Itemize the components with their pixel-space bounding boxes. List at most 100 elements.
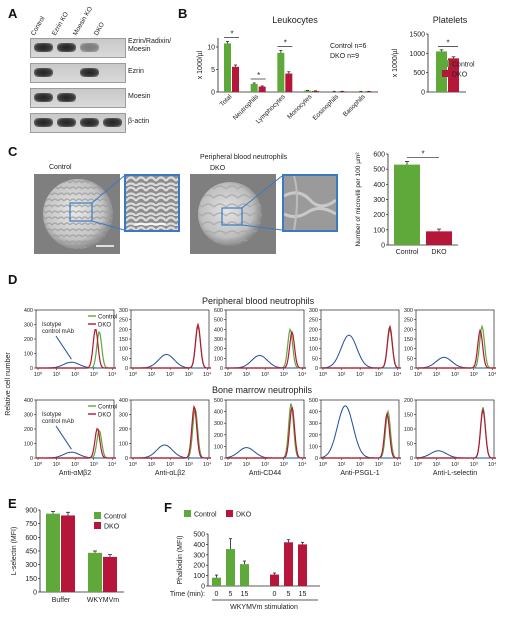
legend-label: DKO <box>236 512 252 519</box>
x-tick-label: 10² <box>356 462 364 468</box>
platelet-bar-dko <box>448 58 459 92</box>
y-tick-label: 300 <box>24 323 33 329</box>
y-tick-label: 50 <box>122 356 128 362</box>
bar-control <box>224 43 231 92</box>
histogram-dko <box>226 406 306 459</box>
y-tick-label: 150 <box>404 337 413 343</box>
x-tick-label: 10⁴ <box>393 461 402 468</box>
y-tick-label: 200 <box>119 427 128 433</box>
time-tick-label: 5 <box>229 591 233 598</box>
y-tick-label: 300 <box>214 421 223 427</box>
dko-zoom-image <box>282 174 338 232</box>
x-axis-label: Anti-αLβ2 <box>155 470 185 477</box>
y-tick-label: 400 <box>214 327 223 333</box>
y-tick-label: 10 <box>207 45 215 52</box>
blot-band <box>34 68 53 77</box>
histogram-dko <box>36 427 116 459</box>
y-tick-label: 200 <box>309 433 318 439</box>
blot-band <box>103 118 122 127</box>
blot-band <box>57 93 76 102</box>
x-axis-label: Anti-L-selectin <box>433 470 477 477</box>
x-tick-label: 10² <box>356 372 364 378</box>
category-label: WKYMVm <box>87 597 119 604</box>
y-tick-label: 150 <box>119 337 128 343</box>
y-tick-label: 50 <box>407 442 413 448</box>
x-tick-label: 10¹ <box>148 462 156 468</box>
x-tick-label: 10² <box>261 462 269 468</box>
blot-row <box>30 63 126 83</box>
x-tick-label: 10² <box>451 462 459 468</box>
y-tick-label: 0 <box>410 366 413 372</box>
x-tick-label: 10⁴ <box>298 461 307 468</box>
y-tick-label: 500 <box>309 398 318 404</box>
x-tick-label: 10⁴ <box>108 461 117 468</box>
blot-band <box>34 43 53 52</box>
x-tick-label: 10⁰ <box>414 461 423 468</box>
blot-row <box>30 113 126 133</box>
histogram-isotype <box>321 405 401 459</box>
histogram-dko <box>131 322 211 369</box>
control-zoom-image <box>124 174 180 232</box>
legend-label: DKO <box>104 524 120 531</box>
blot-row-label: Ezrin <box>128 68 144 75</box>
x-tick-label: 10⁴ <box>203 371 212 378</box>
y-tick-label: 400 <box>193 542 205 549</box>
y-tick-label: 400 <box>373 182 385 189</box>
row2-title: Bone marrow neutrophils <box>212 385 313 395</box>
histogram-control <box>36 429 116 459</box>
x-tick-label: 10⁴ <box>203 461 212 468</box>
time-tick-label: 0 <box>273 591 277 598</box>
bar-control <box>304 90 311 92</box>
bar-control <box>277 52 285 92</box>
histogram-dko <box>416 328 496 369</box>
blot-band <box>34 118 53 127</box>
x-tick-label: 10¹ <box>433 372 441 378</box>
control-sem-label: Control <box>49 164 72 171</box>
microvilli-bar <box>394 164 420 245</box>
y-tick-label: 1000 <box>409 51 425 58</box>
y-tick-label: 600 <box>25 535 37 542</box>
y-tick-label: 200 <box>309 327 318 333</box>
y-tick-label: 300 <box>309 421 318 427</box>
category-label: Basophils <box>342 93 367 118</box>
bar-dko <box>232 66 239 92</box>
legend-label: Control <box>194 512 217 519</box>
legend-swatch <box>184 510 191 517</box>
x-tick-label: 10³ <box>280 462 288 468</box>
y-tick-label: 5 <box>211 67 215 74</box>
panel-d-letter: D <box>8 272 18 287</box>
time-tick-label: 15 <box>299 591 307 598</box>
blot-lane-labels: Control Ezrin KO Moesin KO DKO <box>30 6 130 38</box>
lane-label: Ezrin KO <box>50 10 71 38</box>
y-tick-label: 200 <box>404 398 413 404</box>
y-tick-label: 500 <box>214 398 223 404</box>
y-tick-label: 200 <box>214 347 223 353</box>
time-tick-label: 15 <box>241 591 249 598</box>
legend-label: DKO <box>98 413 111 419</box>
time-label: Time (min): <box>170 591 205 598</box>
histogram-dko <box>226 330 306 369</box>
x-axis-label: Anti-CD44 <box>249 470 281 477</box>
microvilli-bar <box>426 231 452 245</box>
y-tick-label: 100 <box>214 444 223 450</box>
blot-band <box>34 93 53 102</box>
histogram-control <box>226 327 306 369</box>
category-label: Buffer <box>52 597 71 604</box>
y-tick-label: 750 <box>25 521 37 528</box>
y-tick-label: 200 <box>404 327 413 333</box>
y-tick-label: 600 <box>214 308 223 314</box>
f-bar-control <box>212 577 221 586</box>
x-tick-label: 10¹ <box>53 372 61 378</box>
x-tick-label: 10⁰ <box>129 371 138 378</box>
legend-swatch <box>442 70 449 77</box>
x-tick-label: 10⁴ <box>393 371 402 378</box>
bar-dko <box>312 91 319 92</box>
category-label: Control <box>396 249 419 256</box>
y-tick-label: 100 <box>214 356 223 362</box>
histogram-control <box>321 327 401 369</box>
panel-c-title: Peripheral blood neutrophils <box>200 154 288 161</box>
y-tick-label: 0 <box>220 366 223 372</box>
y-tick-label: 0 <box>381 243 385 250</box>
y-tick-label: 0 <box>211 90 215 97</box>
x-tick-label: 10⁰ <box>129 461 138 468</box>
